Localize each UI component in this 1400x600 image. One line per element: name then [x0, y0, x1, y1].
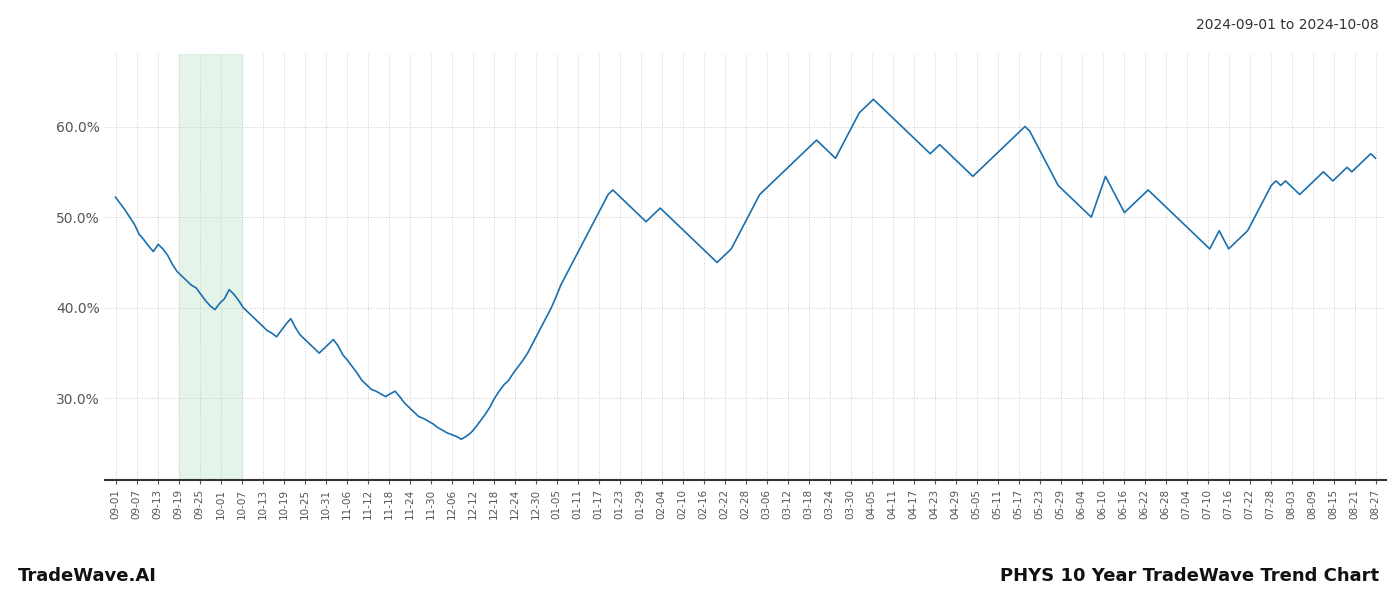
Text: PHYS 10 Year TradeWave Trend Chart: PHYS 10 Year TradeWave Trend Chart: [1000, 567, 1379, 585]
Bar: [179, 54, 241, 480]
Text: TradeWave.AI: TradeWave.AI: [18, 567, 157, 585]
Text: 2024-09-01 to 2024-10-08: 2024-09-01 to 2024-10-08: [1196, 18, 1379, 32]
